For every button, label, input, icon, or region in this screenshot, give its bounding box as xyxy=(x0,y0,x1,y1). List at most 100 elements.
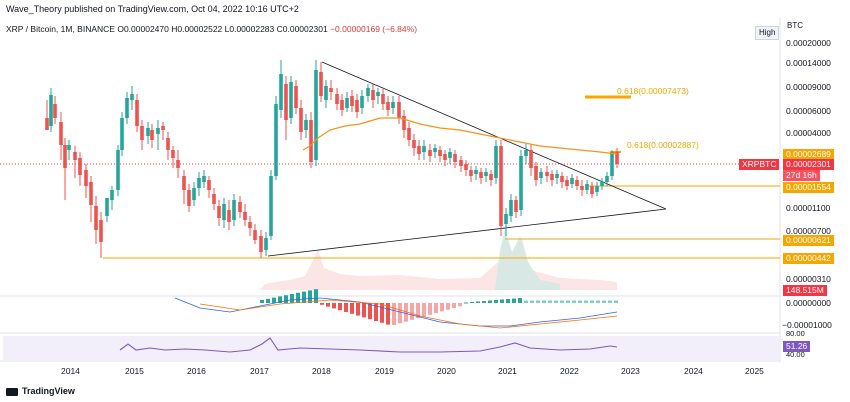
tradingview-logo[interactable]: TradingView xyxy=(6,386,75,396)
candle-body xyxy=(329,88,333,92)
candle-body xyxy=(484,172,488,176)
x-tick: 2014 xyxy=(61,366,80,376)
volume-area xyxy=(260,236,617,290)
rsi-band xyxy=(3,336,779,360)
macd-histogram-bar xyxy=(302,291,306,303)
candle-body xyxy=(279,74,283,110)
price-tick: 0.00000700 xyxy=(786,226,831,236)
candle-body xyxy=(110,190,114,200)
candle-body xyxy=(105,198,109,216)
level-tag-1554: 0.00001554 xyxy=(783,182,834,193)
candle-body xyxy=(294,86,298,108)
candle-body xyxy=(360,96,364,108)
fib-label-upper: 0.618(0.00007473) xyxy=(617,86,689,96)
x-tick: 2016 xyxy=(187,366,206,376)
price-tick: 0.00001100 xyxy=(786,203,831,213)
macd-histogram-bar xyxy=(458,303,462,307)
candle-body xyxy=(340,100,344,110)
price-tick: 0.00014000 xyxy=(786,58,831,68)
ema-line xyxy=(302,117,618,155)
macd-histogram-bar xyxy=(320,303,324,305)
countdown-tag: 27d 16h xyxy=(783,170,820,181)
candle-body xyxy=(274,104,278,176)
price-tick: 0.00000310 xyxy=(786,274,831,284)
fib-label-lower: 0.618(0.00002887) xyxy=(627,140,699,150)
macd-histogram-bar xyxy=(428,303,432,315)
candle-body xyxy=(150,130,154,140)
symbol-info-bar: XRP / Bitcoin, 1M, BINANCE O0.00002470 H… xyxy=(6,24,417,34)
price-tick: 0.00020000 xyxy=(786,38,831,48)
candle-body xyxy=(253,230,257,240)
candle-body xyxy=(575,180,579,186)
candle-body xyxy=(474,170,478,174)
candle-body xyxy=(600,182,604,186)
candle-body xyxy=(319,72,323,96)
candle-body xyxy=(243,212,247,220)
macd-histogram-bar xyxy=(434,303,438,314)
macd-histogram-bar xyxy=(314,289,318,303)
candle-body xyxy=(550,174,554,180)
candle-body xyxy=(309,120,313,162)
macd-histogram-bar xyxy=(398,303,402,324)
symbol-tag: XRPBTC xyxy=(739,159,780,170)
candle-body xyxy=(120,118,124,150)
candle-body xyxy=(222,204,226,220)
candle-body xyxy=(335,94,339,104)
axis-currency-label: BTC xyxy=(787,21,803,30)
candle-body xyxy=(610,152,614,176)
macd-histogram-bar xyxy=(590,300,594,303)
candle-body xyxy=(391,102,395,108)
price-tick: 0.00004000 xyxy=(786,128,831,138)
macd-histogram-bar xyxy=(482,301,486,303)
candle-body xyxy=(197,178,201,188)
candle-body xyxy=(417,146,421,154)
candle-body xyxy=(366,88,370,96)
macd-histogram-bar xyxy=(542,300,546,303)
candle-body xyxy=(130,94,134,100)
macd-histogram-bar xyxy=(350,303,354,314)
candle-body xyxy=(304,120,308,130)
level-tag-621: 0.00000621 xyxy=(783,235,834,246)
macd-histogram-bar xyxy=(518,298,522,303)
candle-body xyxy=(259,236,263,252)
tradingview-logo-icon xyxy=(6,387,18,396)
candle-body xyxy=(94,206,98,230)
candle-body xyxy=(264,238,268,250)
candle-body xyxy=(539,172,543,178)
signal-line xyxy=(199,299,618,329)
x-tick: 2019 xyxy=(375,366,394,376)
symbol-name[interactable]: XRP / Bitcoin, 1M, BINANCE xyxy=(6,24,115,34)
brand-label: TradingView xyxy=(22,386,75,396)
candle-body xyxy=(350,96,354,106)
macd-histogram-bar xyxy=(578,300,582,303)
candle-body xyxy=(469,170,473,176)
candle-body xyxy=(135,100,139,126)
candle-body xyxy=(284,84,288,120)
candle-body xyxy=(585,184,589,190)
candle-body xyxy=(459,160,463,166)
candle-body xyxy=(428,150,432,156)
candle-body xyxy=(605,176,609,182)
macd-histogram-bar xyxy=(410,303,414,320)
candle-body xyxy=(560,176,564,182)
candle-body xyxy=(166,138,170,150)
macd-histogram-bar xyxy=(308,290,312,303)
macd-histogram-bar xyxy=(416,303,420,319)
candle-body xyxy=(63,145,67,168)
macd-histogram-bar xyxy=(524,300,528,303)
macd-tick: 0.00000000 xyxy=(786,298,831,308)
high-button[interactable]: High xyxy=(755,26,780,40)
macd-histogram-bar xyxy=(464,302,468,304)
macd-line xyxy=(174,297,618,327)
candle-body xyxy=(453,154,457,162)
volume-tag: 148.515M xyxy=(783,285,827,296)
candle-body xyxy=(422,146,426,152)
candle-body xyxy=(371,90,375,100)
candle-body xyxy=(397,102,401,118)
candle-body xyxy=(580,186,584,190)
macd-histogram-bar xyxy=(386,303,390,325)
macd-histogram-bar xyxy=(392,303,396,325)
candle-body xyxy=(464,164,468,170)
macd-histogram-bar xyxy=(422,303,426,317)
